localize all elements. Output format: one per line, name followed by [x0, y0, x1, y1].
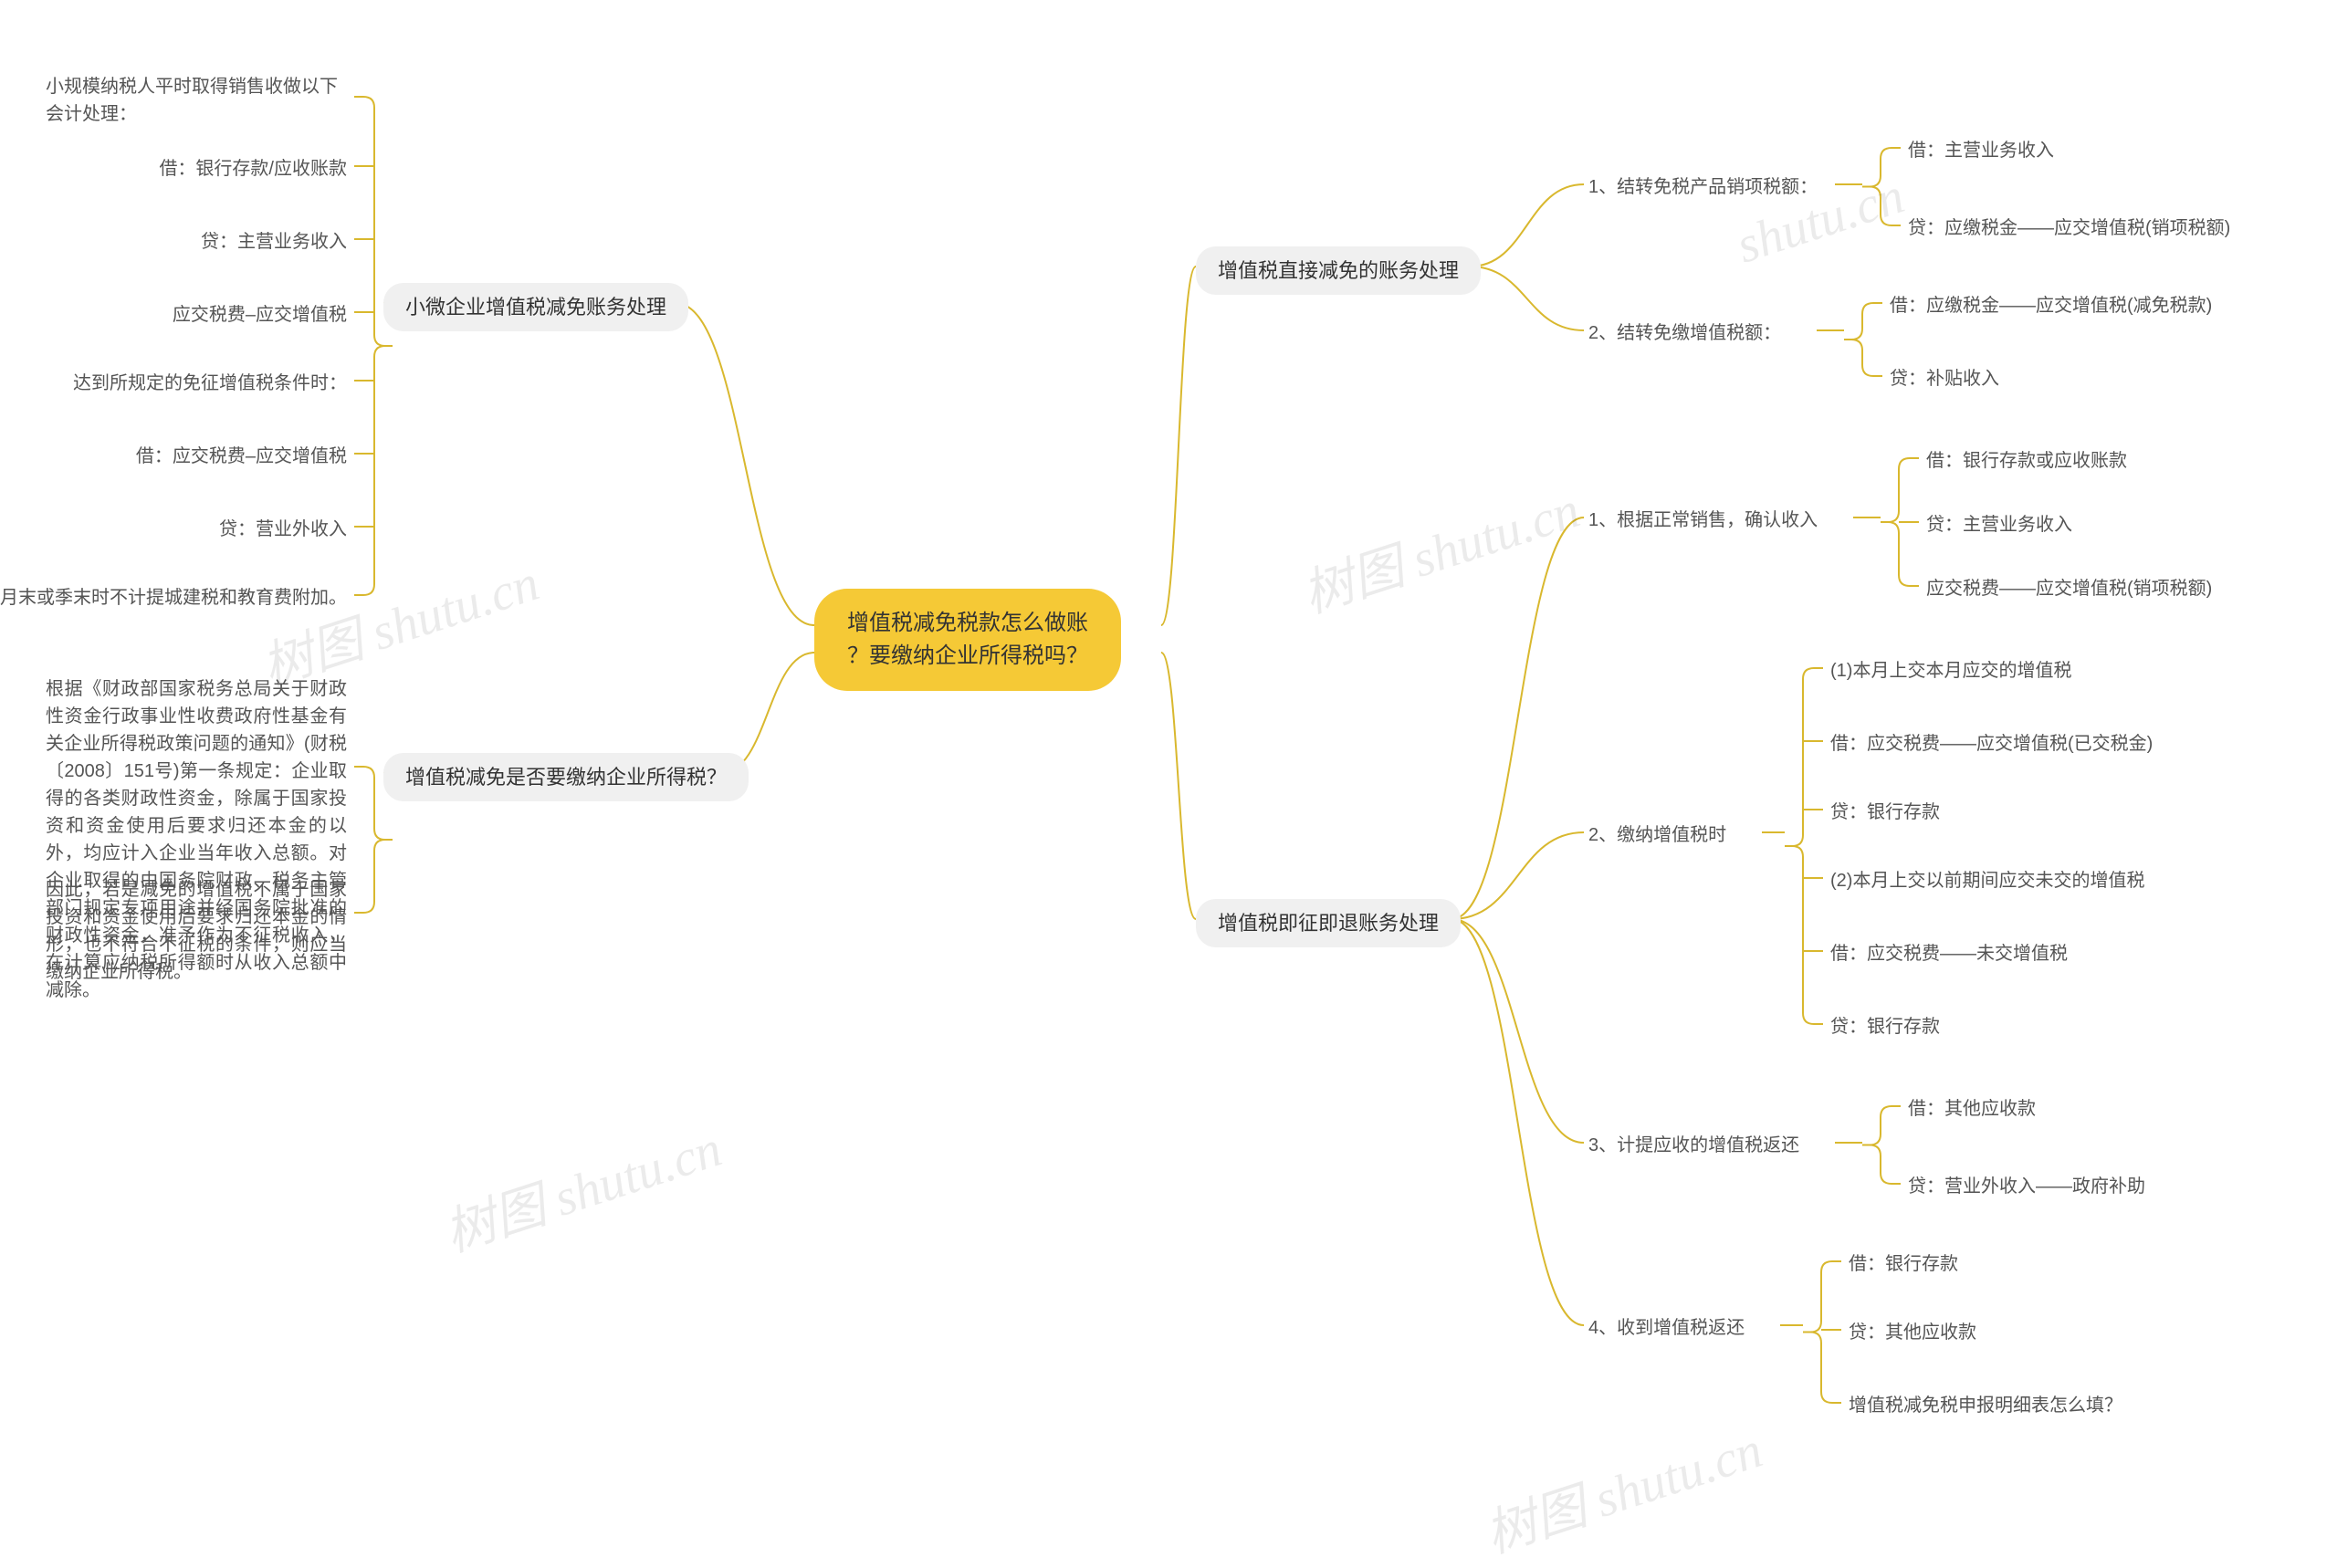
- leaf-rb2c2-0: (1)本月上交本月应交的增值税: [1830, 657, 2071, 685]
- leaf-rb2c2-1: 借：应交税费——应交增值税(已交税金): [1830, 730, 2153, 758]
- root-node[interactable]: 增值税减免税款怎么做账 ？要缴纳企业所得税吗？: [814, 589, 1121, 691]
- root-line1: 增值税减免税款怎么做账: [847, 607, 1088, 640]
- leaf-lb1-1: 借：银行存款/应收账款: [159, 155, 347, 183]
- node-rb1-c2[interactable]: 2、结转免缴增值税额：: [1588, 319, 1781, 347]
- node-rb2-c1-label: 1、根据正常销售，确认收入: [1588, 510, 1818, 530]
- leaf-lb1-2: 贷：主营业务收入: [201, 228, 347, 256]
- branch-left-1-label: 小微企业增值税减免账务处理: [405, 296, 666, 319]
- leaf-rb2c1-1: 贷：主营业务收入: [1926, 511, 2072, 538]
- watermark: 树图 shutu.cn: [1474, 1408, 1770, 1567]
- node-rb2-c4-label: 4、收到增值税返还: [1588, 1318, 1745, 1338]
- watermark: 树图 shutu.cn: [434, 1107, 729, 1266]
- branch-right-2[interactable]: 增值税即征即退账务处理: [1196, 899, 1461, 947]
- leaf-rb2c4-1: 贷：其他应收款: [1849, 1319, 1976, 1346]
- leaf-rb2c2-2: 贷：银行存款: [1830, 799, 1940, 826]
- leaf-rb2c3-0: 借：其他应收款: [1908, 1095, 2036, 1123]
- leaf-rb1c1-1: 贷：应缴税金——应交增值税(销项税额): [1908, 214, 2230, 242]
- leaf-rb1c1-0: 借：主营业务收入: [1908, 137, 2054, 164]
- node-rb1-c2-label: 2、结转免缴增值税额：: [1588, 323, 1781, 343]
- branch-right-1[interactable]: 增值税直接减免的账务处理: [1196, 246, 1481, 295]
- node-rb1-c1[interactable]: 1、结转免税产品销项税额：: [1588, 173, 1818, 201]
- leaf-rb1c2-1: 贷：补贴收入: [1890, 365, 1999, 392]
- branch-left-2-label: 增值税减免是否要缴纳企业所得税？: [405, 766, 727, 789]
- leaf-rb1c2-0: 借：应缴税金——应交增值税(减免税款): [1890, 292, 2212, 319]
- branch-left-1[interactable]: 小微企业增值税减免账务处理: [383, 283, 688, 331]
- branch-right-2-label: 增值税即征即退账务处理: [1218, 912, 1439, 935]
- leaf-lb1-5: 借：应交税费–应交增值税: [136, 443, 347, 470]
- leaf-rb2c2-5: 贷：银行存款: [1830, 1013, 1940, 1040]
- leaf-rb2c4-2: 增值税减免税申报明细表怎么填？: [1849, 1392, 2122, 1419]
- watermark: 树图 shutu.cn: [1292, 468, 1588, 627]
- node-rb2-c2[interactable]: 2、缴纳增值税时: [1588, 821, 1726, 849]
- leaf-rb2c2-4: 借：应交税费——未交增值税: [1830, 940, 2068, 967]
- leaf-rb2c4-0: 借：银行存款: [1849, 1250, 1958, 1278]
- node-rb2-c1[interactable]: 1、根据正常销售，确认收入: [1588, 507, 1818, 534]
- node-rb2-c3-label: 3、计提应收的增值税返还: [1588, 1135, 1799, 1155]
- leaf-lb1-0: 小规模纳税人平时取得销售收做以下会计处理：: [46, 73, 347, 128]
- leaf-rb2c3-1: 贷：营业外收入——政府补助: [1908, 1173, 2145, 1200]
- leaf-lb1-6: 贷：营业外收入: [219, 516, 347, 543]
- leaf-rb2c1-2: 应交税费——应交增值税(销项税额): [1926, 575, 2212, 602]
- root-line2: ？要缴纳企业所得税吗？: [847, 640, 1088, 673]
- node-rb1-c1-label: 1、结转免税产品销项税额：: [1588, 177, 1818, 197]
- leaf-lb2-1: 因此，若是减免的增值税不属于国家投资和资金使用后要求归还本金的情形，也不符合不征…: [46, 876, 347, 986]
- leaf-rb2c2-3: (2)本月上交以前期间应交未交的增值税: [1830, 867, 2144, 894]
- leaf-lb1-7: 月末或季末时不计提城建税和教育费附加。: [0, 584, 347, 612]
- leaf-lb1-3: 应交税费–应交增值税: [173, 301, 347, 329]
- leaf-lb1-4: 达到所规定的免征增值税条件时：: [73, 370, 347, 397]
- node-rb2-c2-label: 2、缴纳增值税时: [1588, 825, 1726, 845]
- leaf-rb2c1-0: 借：银行存款或应收账款: [1926, 447, 2127, 475]
- node-rb2-c3[interactable]: 3、计提应收的增值税返还: [1588, 1132, 1799, 1159]
- branch-right-1-label: 增值税直接减免的账务处理: [1218, 259, 1459, 282]
- node-rb2-c4[interactable]: 4、收到增值税返还: [1588, 1314, 1745, 1342]
- branch-left-2[interactable]: 增值税减免是否要缴纳企业所得税？: [383, 753, 749, 801]
